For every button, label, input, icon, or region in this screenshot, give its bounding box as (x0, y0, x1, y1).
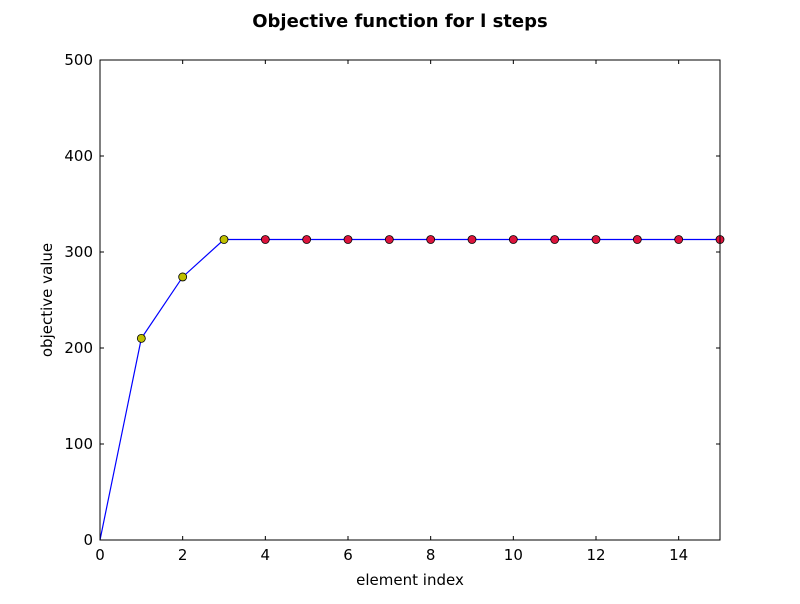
data-point (260, 235, 270, 244)
data-point (591, 235, 601, 244)
x-axis-label: element index (356, 571, 464, 589)
y-tick-label: 100 (64, 435, 93, 453)
data-point (467, 235, 477, 244)
y-tick-label: 0 (83, 531, 93, 549)
x-tick-label: 8 (426, 546, 436, 564)
x-tick-label: 4 (261, 546, 271, 564)
y-tick-label: 200 (64, 339, 93, 357)
series-line (99, 238, 720, 541)
data-point (219, 235, 229, 244)
x-tick-label: 0 (95, 546, 105, 564)
data-point (384, 235, 394, 244)
y-tick-label: 400 (64, 147, 93, 165)
chart-marks (99, 235, 725, 541)
x-tick-label: 14 (669, 546, 688, 564)
data-point (136, 333, 146, 343)
x-tick-label: 10 (504, 546, 523, 564)
data-point (674, 235, 684, 244)
data-point (178, 272, 188, 282)
axis-ticks: 0 2 4 6 8 10 12 14 0 100 200 300 400 500 (64, 51, 720, 564)
y-tick-label: 300 (64, 243, 93, 261)
data-point (632, 235, 642, 244)
chart-title: Objective function for l steps (252, 11, 547, 32)
y-axis-label: objective value (38, 243, 56, 357)
y-tick-label: 500 (64, 51, 93, 69)
data-point (302, 235, 312, 244)
data-point (426, 235, 436, 244)
x-tick-label: 6 (343, 546, 353, 564)
data-point (550, 235, 560, 244)
data-point (508, 235, 518, 244)
x-tick-label: 12 (586, 546, 605, 564)
plot-area-frame (99, 59, 721, 541)
x-tick-label: 2 (178, 546, 188, 564)
data-point (343, 235, 353, 244)
